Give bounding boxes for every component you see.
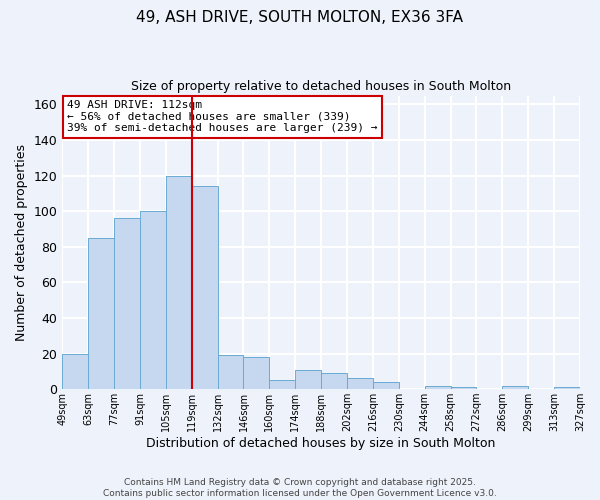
Bar bbox=[554, 388, 580, 389]
Bar bbox=[88, 238, 114, 389]
Bar bbox=[192, 186, 218, 389]
Bar bbox=[321, 373, 347, 389]
X-axis label: Distribution of detached houses by size in South Molton: Distribution of detached houses by size … bbox=[146, 437, 496, 450]
Bar bbox=[347, 378, 373, 389]
Text: 49, ASH DRIVE, SOUTH MOLTON, EX36 3FA: 49, ASH DRIVE, SOUTH MOLTON, EX36 3FA bbox=[137, 10, 464, 25]
Bar bbox=[451, 388, 476, 389]
Bar bbox=[373, 382, 399, 389]
Bar bbox=[140, 211, 166, 389]
Text: 49 ASH DRIVE: 112sqm
← 56% of detached houses are smaller (339)
39% of semi-deta: 49 ASH DRIVE: 112sqm ← 56% of detached h… bbox=[67, 100, 378, 133]
Bar bbox=[425, 386, 451, 389]
Bar bbox=[295, 370, 321, 389]
Bar bbox=[166, 176, 192, 389]
Bar bbox=[502, 386, 528, 389]
Y-axis label: Number of detached properties: Number of detached properties bbox=[15, 144, 28, 341]
Bar bbox=[269, 380, 295, 389]
Title: Size of property relative to detached houses in South Molton: Size of property relative to detached ho… bbox=[131, 80, 511, 93]
Text: Contains HM Land Registry data © Crown copyright and database right 2025.
Contai: Contains HM Land Registry data © Crown c… bbox=[103, 478, 497, 498]
Bar bbox=[244, 357, 269, 389]
Bar bbox=[114, 218, 140, 389]
Bar bbox=[218, 356, 244, 389]
Bar bbox=[62, 354, 88, 389]
